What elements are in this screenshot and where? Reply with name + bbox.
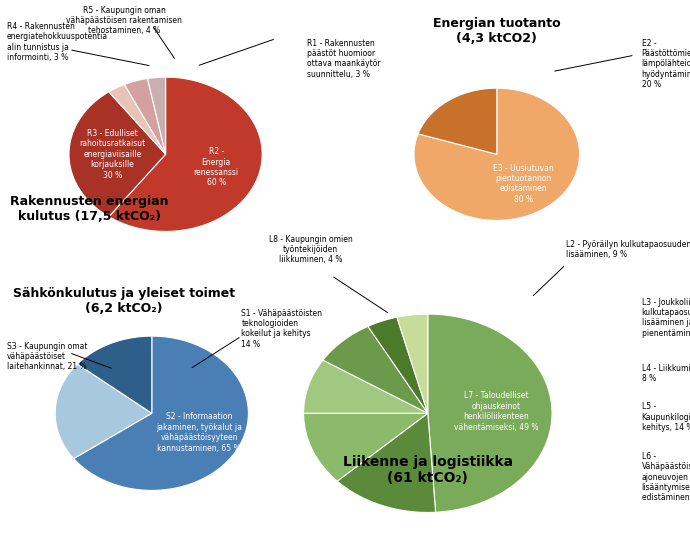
Polygon shape <box>109 84 166 154</box>
Text: L5 -
Kaupunkilogistiikan
kehitys, 14 %: L5 - Kaupunkilogistiikan kehitys, 14 % <box>642 402 690 432</box>
Text: Rakennusten energian
kulutus (17,5 ktCO₂): Rakennusten energian kulutus (17,5 ktCO₂… <box>10 196 169 223</box>
Polygon shape <box>69 92 166 217</box>
Text: R3 - Edulliset
rahoitusratkaisut
energiaviisaille
korjauksille
30 %: R3 - Edulliset rahoitusratkaisut energia… <box>79 129 146 180</box>
Polygon shape <box>323 326 428 413</box>
Polygon shape <box>418 88 497 154</box>
Polygon shape <box>337 413 435 512</box>
Text: R4 - Rakennusten
energiatehokkuuspotentia
alin tunnistus ja
informointi, 3 %: R4 - Rakennusten energiatehokkuuspotenti… <box>7 22 108 62</box>
Text: Energian tuotanto
(4,3 ktCO2): Energian tuotanto (4,3 ktCO2) <box>433 17 560 45</box>
Text: R5 - Kaupungin oman
vähäpäästöisen rakentamisen
tehostaminen, 4 %: R5 - Kaupungin oman vähäpäästöisen raken… <box>66 6 182 35</box>
Polygon shape <box>304 360 428 413</box>
Text: S3 - Kaupungin omat
vähäpäästöiset
laitehankinnat, 21 %: S3 - Kaupungin omat vähäpäästöiset laite… <box>7 342 88 371</box>
Text: Liikenne ja logistiikka
(61 ktCO₂): Liikenne ja logistiikka (61 ktCO₂) <box>343 455 513 485</box>
Text: L8 - Kaupungin omien
työntekijöiden
liikkuminen, 4 %: L8 - Kaupungin omien työntekijöiden liik… <box>268 235 353 264</box>
Polygon shape <box>109 77 262 231</box>
Polygon shape <box>124 78 166 154</box>
Text: R2 -
Energia
renessanssi
60 %: R2 - Energia renessanssi 60 % <box>194 147 239 187</box>
Text: S2 - Informaation
jakaminen, työkalut ja
vähäpäästöisyyteen
kannustaminen, 65 %: S2 - Informaation jakaminen, työkalut ja… <box>156 412 242 452</box>
Text: L3 - Joukkoliikenteen
kulkutapaosuuden
lisääminen ja päästöjer
pienentäminen, 12: L3 - Joukkoliikenteen kulkutapaosuuden l… <box>642 298 690 338</box>
Polygon shape <box>55 364 152 458</box>
Polygon shape <box>397 314 428 413</box>
Polygon shape <box>74 336 248 490</box>
Text: L6 -
Vähäpäästöisten
ajoneuvojen
lisääntymisen
edistäminen, 4 %: L6 - Vähäpäästöisten ajoneuvojen lisäänt… <box>642 452 690 503</box>
Polygon shape <box>148 77 166 154</box>
Text: L2 - Pyöräilyn kulkutapaosuuden
lisääminen, 9 %: L2 - Pyöräilyn kulkutapaosuuden lisäämin… <box>566 240 690 259</box>
Text: L7 - Taloudelliset
ohjauskeinot
henkilöliikenteen
vähentämiseksi, 49 %: L7 - Taloudelliset ohjauskeinot henkilöl… <box>454 391 538 431</box>
Polygon shape <box>368 317 428 413</box>
Text: E3 - Uusiutuvan
pientuotannon
edistäminen
80 %: E3 - Uusiutuvan pientuotannon edistämine… <box>493 164 554 204</box>
Text: R1 - Rakennusten
päästöt huomioor
ottava maankäytör
suunnittelu, 3 %: R1 - Rakennusten päästöt huomioor ottava… <box>307 39 381 79</box>
Polygon shape <box>414 88 580 220</box>
Polygon shape <box>77 336 152 413</box>
Text: L4 - Liikkumiskeskus,
8 %: L4 - Liikkumiskeskus, 8 % <box>642 364 690 383</box>
Polygon shape <box>428 314 552 512</box>
Text: Sähkönkulutus ja yleiset toimet
(6,2 ktCO₂): Sähkönkulutus ja yleiset toimet (6,2 ktC… <box>13 287 235 315</box>
Text: E2 -
Päästöttömien
lämpölähteiden
hyödyntäminen
20 %: E2 - Päästöttömien lämpölähteiden hyödyn… <box>642 39 690 89</box>
Polygon shape <box>304 413 428 481</box>
Text: S1 - Vähäpäästöisten
teknologioiden
kokeilut ja kehitys
14 %: S1 - Vähäpäästöisten teknologioiden koke… <box>241 309 322 349</box>
